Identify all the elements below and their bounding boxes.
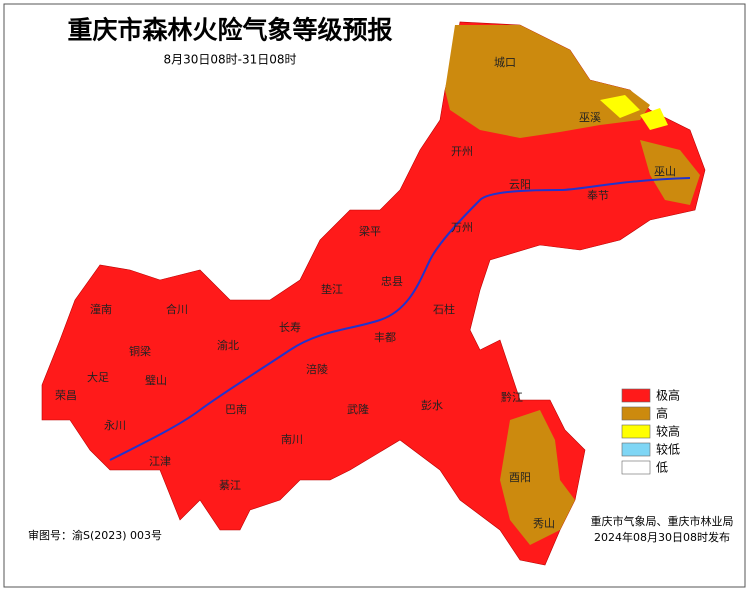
district-label: 渝北 [217, 338, 239, 352]
district-label: 合川 [166, 302, 188, 316]
district-label: 梁平 [359, 224, 381, 238]
district-label: 开州 [451, 145, 473, 158]
district-label: 铜梁 [129, 344, 151, 358]
district-label: 丰都 [374, 331, 396, 344]
district-label: 荣昌 [55, 389, 77, 402]
legend-label: 高 [656, 406, 668, 421]
district-label: 江津 [149, 455, 171, 468]
district-label: 秀山 [533, 517, 555, 530]
district-label: 万州 [451, 221, 473, 234]
map [41, 21, 706, 566]
region-high [445, 25, 650, 138]
legend-label: 较高 [656, 424, 680, 439]
district-label: 云阳 [509, 178, 531, 191]
region-high [500, 410, 575, 545]
legend-label: 较低 [656, 442, 680, 457]
district-label: 石柱 [433, 302, 455, 316]
title: 重庆市森林火险气象等级预报 [67, 16, 392, 45]
district-label: 酉阳 [509, 471, 531, 484]
region-moderate-high [600, 95, 640, 118]
legend-swatch [621, 424, 651, 439]
district-label: 彭水 [421, 398, 443, 412]
district-label: 潼南 [90, 302, 112, 316]
legend-swatch [621, 460, 651, 475]
district-label: 垫江 [321, 282, 343, 296]
district-label: 大足 [87, 370, 109, 384]
legend-swatch [621, 406, 651, 421]
legend-label: 极高 [656, 388, 680, 403]
subtitle: 8月30日08时-31日08时 [163, 53, 296, 67]
district-label: 巴南 [225, 403, 247, 416]
district-label: 奉节 [587, 188, 609, 202]
issuer: 重庆市气象局、重庆市林业局 [591, 514, 734, 528]
district-label: 涪陵 [306, 362, 328, 376]
legend-swatch [621, 388, 651, 403]
district-label: 城口 [494, 56, 516, 69]
region-moderate-high [640, 108, 668, 130]
district-label: 长寿 [279, 320, 301, 334]
district-label: 黔江 [501, 390, 523, 404]
frame [3, 3, 746, 588]
region-high [640, 140, 700, 205]
district-label: 忠县 [381, 275, 403, 288]
district-label: 永川 [104, 418, 126, 432]
district-label: 璧山 [145, 373, 167, 387]
district-labels: 城口 巫溪 开州 云阳 奉节 巫山 梁平 万州 忠县 垫江 石柱 长寿 丰都 涪… [55, 56, 676, 530]
yangtze-river [109, 177, 691, 461]
district-label: 綦江 [219, 479, 241, 492]
approval-number: 审图号：渝S(2023) 003号 [28, 528, 162, 542]
issue-time: 2024年08月30日08时发布 [594, 530, 730, 544]
legend-swatch [621, 442, 651, 457]
district-label: 巫山 [654, 165, 676, 178]
legend-label: 低 [656, 461, 668, 475]
district-label: 巫溪 [579, 111, 601, 124]
district-label: 南川 [281, 433, 303, 446]
district-label: 武隆 [347, 402, 369, 416]
